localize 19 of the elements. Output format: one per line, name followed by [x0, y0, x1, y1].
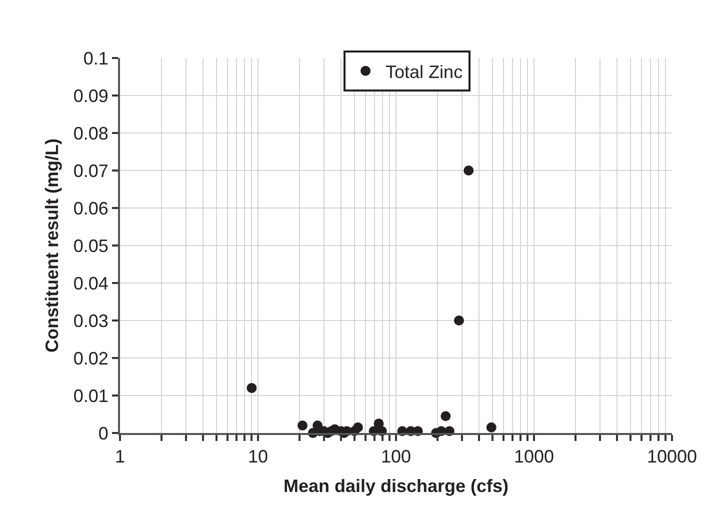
y-tick-label: 0: [98, 423, 108, 444]
x-axis-title: Mean daily discharge (cfs): [283, 476, 509, 496]
y-tick-label: 0.02: [73, 348, 108, 368]
y-tick-label: 0.09: [73, 86, 108, 106]
y-tick-label: 0.07: [73, 160, 108, 181]
y-tick-label: 0.08: [73, 123, 108, 144]
x-tick-label: 10000: [646, 446, 698, 467]
y-tick-label: 0.05: [73, 236, 108, 256]
y-tick-label: 0.06: [73, 198, 108, 218]
y-tick-label: 0.03: [73, 310, 108, 331]
y-tick-label: 0.01: [73, 386, 108, 406]
y-tick-label: 0.1: [83, 48, 108, 68]
legend-label: Total Zinc: [386, 62, 463, 82]
x-tick-label: 1: [114, 446, 126, 467]
x-tick-label: 1000: [514, 446, 554, 467]
y-axis-title: Constituent result (mg/L): [42, 138, 62, 352]
x-tick-label: 10: [248, 446, 268, 467]
y-tick-label: 0.04: [73, 273, 108, 294]
x-tick-label: 100: [380, 446, 412, 467]
